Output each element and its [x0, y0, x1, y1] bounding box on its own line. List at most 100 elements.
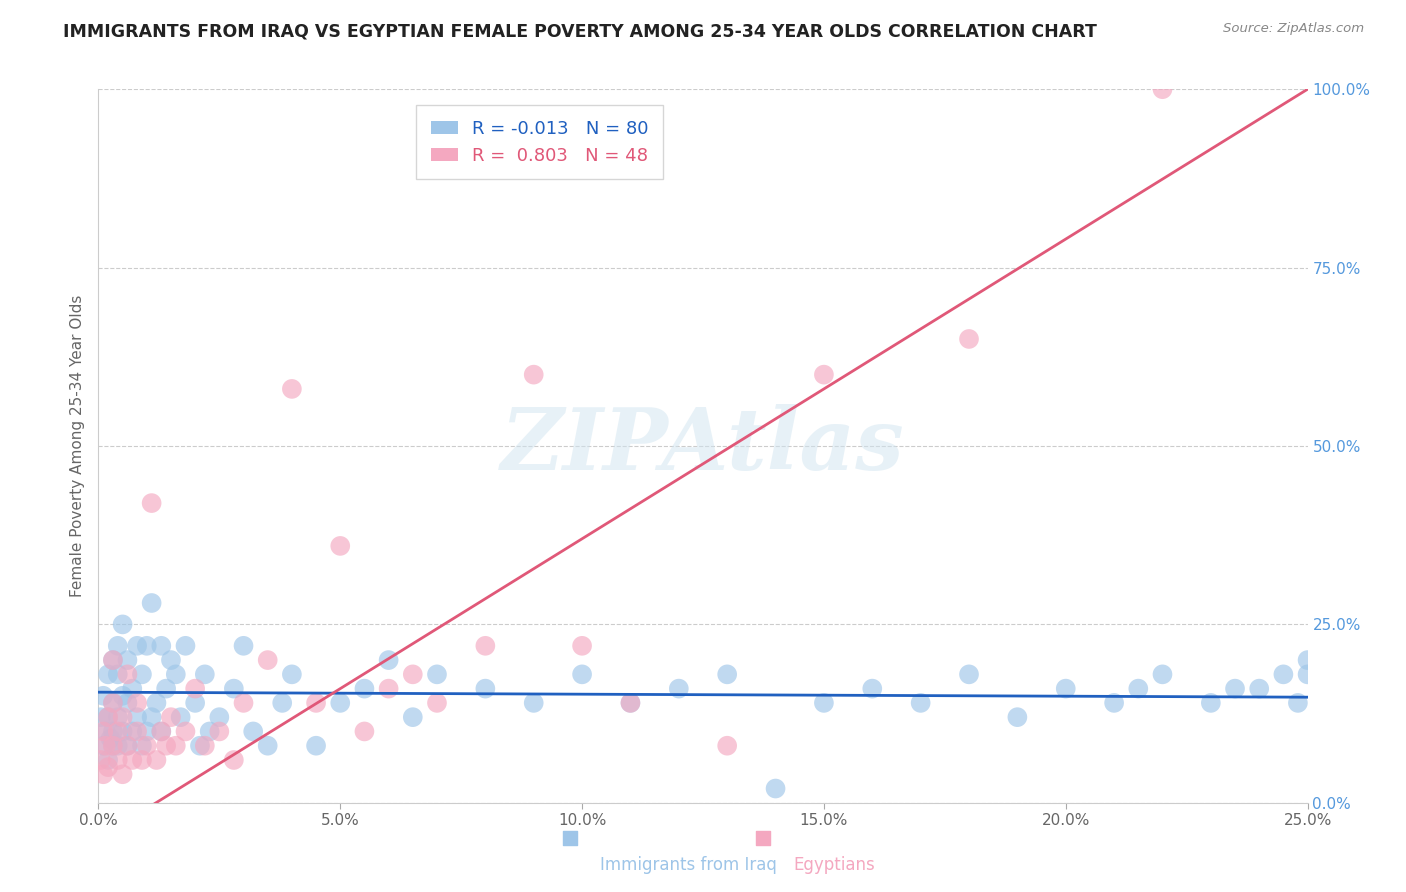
Point	[1249, 681, 1271, 696]
Point	[94, 724, 117, 739]
Point	[353, 681, 375, 696]
Point	[91, 724, 114, 739]
Point	[377, 681, 399, 696]
Point	[111, 689, 134, 703]
Point	[1128, 681, 1150, 696]
Point	[813, 368, 835, 382]
Point	[131, 753, 153, 767]
Point	[101, 724, 124, 739]
Point	[184, 681, 207, 696]
Point	[117, 739, 139, 753]
Point	[1272, 667, 1295, 681]
Point	[127, 710, 149, 724]
Point	[1007, 710, 1029, 724]
Point	[242, 724, 264, 739]
Point	[1102, 696, 1125, 710]
Point	[169, 710, 191, 724]
Point	[165, 739, 187, 753]
Point	[101, 739, 124, 753]
Point	[305, 696, 328, 710]
Point	[426, 696, 449, 710]
Point	[131, 739, 153, 753]
Point	[121, 753, 143, 767]
Legend: R = -0.013   N = 80, R =  0.803   N = 48: R = -0.013 N = 80, R = 0.803 N = 48	[416, 105, 664, 179]
Point	[101, 739, 124, 753]
Text: IMMIGRANTS FROM IRAQ VS EGYPTIAN FEMALE POVERTY AMONG 25-34 YEAR OLDS CORRELATIO: IMMIGRANTS FROM IRAQ VS EGYPTIAN FEMALE …	[63, 22, 1097, 40]
Point	[208, 710, 231, 724]
Point	[194, 667, 217, 681]
Point	[1199, 696, 1222, 710]
Point	[117, 667, 139, 681]
Point	[860, 681, 883, 696]
Point	[117, 653, 139, 667]
Point	[107, 724, 129, 739]
Point	[813, 696, 835, 710]
Point	[1296, 667, 1319, 681]
Point	[523, 368, 546, 382]
Point	[208, 724, 231, 739]
Point	[100, 731, 122, 746]
Point	[111, 617, 134, 632]
Point	[910, 696, 932, 710]
Point	[716, 739, 738, 753]
Point	[97, 760, 120, 774]
Text: Immigrants from Iraq: Immigrants from Iraq	[600, 856, 778, 874]
Point	[256, 653, 278, 667]
Point	[135, 739, 157, 753]
Point	[91, 739, 114, 753]
Point	[127, 696, 149, 710]
Point	[765, 781, 787, 796]
Point	[305, 739, 328, 753]
Point	[165, 667, 187, 681]
Point	[91, 767, 114, 781]
Point	[194, 739, 217, 753]
Point	[127, 639, 149, 653]
Point	[402, 667, 425, 681]
Point	[97, 710, 120, 724]
Point	[1296, 653, 1319, 667]
Point	[222, 753, 245, 767]
Point	[150, 724, 173, 739]
Point	[281, 667, 304, 681]
Text: Source: ZipAtlas.com: Source: ZipAtlas.com	[1223, 22, 1364, 36]
Point	[155, 681, 177, 696]
Point	[131, 667, 153, 681]
Point	[377, 653, 399, 667]
Point	[121, 681, 143, 696]
Point	[127, 724, 149, 739]
Point	[145, 753, 167, 767]
Point	[1054, 681, 1077, 696]
Point	[426, 667, 449, 681]
Point	[174, 724, 197, 739]
Point	[271, 696, 294, 710]
Point	[1152, 667, 1174, 681]
Point	[150, 639, 173, 653]
Point	[141, 710, 163, 724]
Point	[91, 689, 114, 703]
Text: ZIPAtlas: ZIPAtlas	[501, 404, 905, 488]
Point	[523, 696, 546, 710]
Point	[135, 639, 157, 653]
Point	[160, 653, 183, 667]
Point	[957, 332, 980, 346]
Text: Egyptians: Egyptians	[793, 856, 876, 874]
Point	[232, 639, 254, 653]
Point	[117, 696, 139, 710]
Point	[155, 739, 177, 753]
Point	[101, 653, 124, 667]
Point	[329, 696, 352, 710]
Point	[135, 724, 157, 739]
Point	[107, 753, 129, 767]
Point	[329, 539, 352, 553]
Point	[474, 639, 496, 653]
Point	[90, 753, 112, 767]
Point	[97, 710, 120, 724]
Point	[90, 710, 112, 724]
Point	[111, 724, 134, 739]
Point	[957, 667, 980, 681]
Point	[716, 667, 738, 681]
Point	[353, 724, 375, 739]
Point	[619, 696, 641, 710]
Point	[141, 496, 163, 510]
Point	[141, 596, 163, 610]
